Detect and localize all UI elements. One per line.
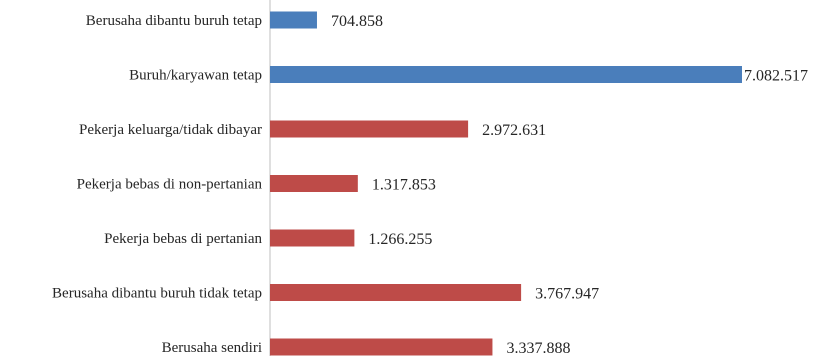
- value-label-3: 1.317.853: [372, 177, 436, 194]
- value-label-4: 1.266.255: [368, 231, 432, 248]
- category-label-3: Pekerja bebas di non-pertanian: [77, 177, 263, 193]
- category-label-0: Berusaha dibantu buruh tetap: [86, 13, 262, 29]
- category-label-4: Pekerja bebas di pertanian: [104, 231, 262, 247]
- bar-5: [270, 284, 522, 301]
- value-label-5: 3.767.947: [535, 286, 599, 303]
- value-label-2: 2.972.631: [482, 122, 546, 139]
- bar-2: [270, 120, 469, 138]
- category-labels-group: Berusaha dibantu buruh tetap Buruh/karyaw…: [52, 13, 262, 356]
- category-label-5: Berusaha dibantu buruh tidak tetap: [52, 286, 262, 302]
- bar-6: [270, 338, 493, 356]
- value-label-0: 704.858: [331, 13, 383, 30]
- bars-group: [270, 11, 742, 356]
- value-label-1: 7.082.517: [744, 68, 808, 85]
- bar-1: [270, 66, 742, 83]
- bar-4: [270, 229, 355, 247]
- bar-0: [270, 11, 317, 29]
- category-label-6: Berusaha sendiri: [162, 340, 262, 356]
- value-labels-group: 704.858 7.082.517 2.972.631 1.317.853 1.266.…: [331, 13, 808, 356]
- value-label-6: 3.337.888: [506, 340, 570, 356]
- category-label-1: Buruh/karyawan tetap: [129, 68, 262, 84]
- category-label-2: Pekerja keluarga/tidak dibayar: [79, 122, 262, 138]
- bar-3: [270, 175, 358, 192]
